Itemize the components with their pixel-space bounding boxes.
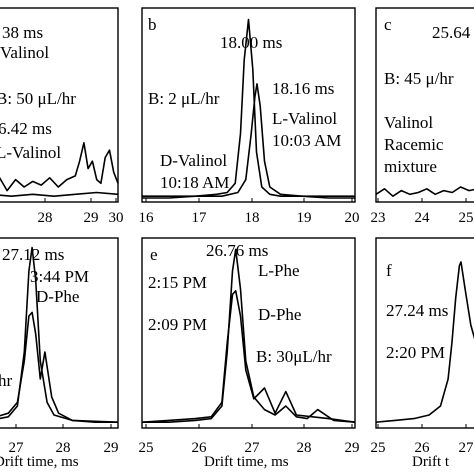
panel-f-plot <box>375 261 474 423</box>
panel-d-annotation-time: 3:44 PM <box>30 267 89 286</box>
panel-b-label: b <box>148 15 157 34</box>
panel-b-series-2-line <box>142 83 355 199</box>
panel-c-plot <box>375 186 474 197</box>
panel-e-tick-label: 26 <box>192 440 208 456</box>
panel-b-annotation-dtime: 10:18 AM <box>160 173 229 192</box>
panel-b-plot <box>142 18 355 199</box>
panel-d-tick-label: 28 <box>56 440 71 456</box>
panel-f-annotation-peak: 27.24 ms <box>386 301 448 320</box>
panel-a-frame <box>0 7 119 203</box>
panel-c-series-1-line <box>375 186 474 197</box>
panel-e-annotation-time-d: 2:09 PM <box>148 315 207 334</box>
panel-b-annotation-flow: B: 2 μL/hr <box>148 89 220 108</box>
panel-d-frame <box>0 237 119 429</box>
panel-f-tick-label: 26 <box>415 440 431 456</box>
panel-e-annotation-lphe: L-Phe <box>258 261 300 280</box>
panel-c-tick-label: 24 <box>415 210 431 226</box>
panel-c: 23 24 25 c 25.64 B: 45 μ/hr Valinol Racemi… <box>371 7 474 226</box>
panel-a: 28 29 30 38 ms Valinol B: 50 μL/hr 6.42 ms… <box>0 7 124 226</box>
panel-d-xlabel: Drift time, ms <box>0 454 79 470</box>
panel-f-tick-label: 27 <box>459 440 474 456</box>
panel-a-tick-label: 29 <box>84 210 99 226</box>
panel-d-annotation-hr: hr <box>0 371 13 390</box>
panel-a-plot <box>0 142 119 197</box>
panel-c-annotation-flow: B: 45 μ/hr <box>384 69 454 88</box>
panel-b-frame <box>141 7 356 203</box>
panel-b-tick-label: 20 <box>345 210 360 226</box>
panel-e-tick-label: 25 <box>139 440 154 456</box>
panel-a-annotation-flow: B: 50 μL/hr <box>0 89 76 108</box>
panel-f-frame <box>375 237 474 429</box>
panel-b-annotation-peak-l: 18.16 ms <box>272 79 334 98</box>
panel-f: 25 26 27 f 27.24 ms 2:20 PM Drift t <box>371 237 474 470</box>
panel-b-ticks: 16 17 18 19 20 <box>139 198 360 226</box>
panel-e-xlabel: Drift time, ms <box>204 454 289 470</box>
panel-e-frame <box>141 237 356 429</box>
panel-e-series-1-line <box>142 248 356 423</box>
panel-b-annotation-ltime: 10:03 AM <box>272 131 341 150</box>
panel-c-frame <box>375 7 474 203</box>
panel-a-tick-label: 28 <box>38 210 53 226</box>
panel-a-annotation-lvalinol: L-Valinol <box>0 143 61 162</box>
panel-e: 25 26 27 28 29 e 26.76 ms 2:15 PM L-Phe 2:09… <box>139 237 360 470</box>
panel-b-tick-label: 18 <box>245 210 260 226</box>
panel-e-annotation-flow: B: 30μL/hr <box>256 347 332 366</box>
panel-e-tick-label: 27 <box>245 440 261 456</box>
panel-d-tick-label: 27 <box>9 440 25 456</box>
panel-a-ticks: 28 29 30 <box>38 198 124 226</box>
panel-b-tick-label: 19 <box>297 210 312 226</box>
panel-b-tick-label: 17 <box>192 210 208 226</box>
panel-b: 16 17 18 19 20 b 18.00 ms B: 2 μL/hr 18.16 m… <box>139 7 360 226</box>
panel-c-tick-label: 25 <box>459 210 474 226</box>
panel-e-tick-label: 28 <box>297 440 312 456</box>
panel-d: 27 28 29 27.12 ms 3:44 PM D-Phe hr Drift t… <box>0 237 119 470</box>
panel-c-tick-label: 23 <box>371 210 386 226</box>
panel-d-plot <box>0 246 119 423</box>
panel-a-annotation-compound: Valinol <box>0 43 49 62</box>
panel-f-ticks: 25 26 27 <box>371 424 474 456</box>
panel-d-annotation-peak: 27.12 ms <box>2 245 64 264</box>
panel-e-annotation-time-l: 2:15 PM <box>148 273 207 292</box>
panel-d-series-2-line <box>0 311 119 423</box>
panel-b-annotation-peak-d: 18.00 ms <box>220 33 282 52</box>
panel-e-tick-label: 29 <box>345 440 360 456</box>
panel-b-annotation-dvalinol: D-Valinol <box>160 151 227 170</box>
panel-d-tick-label: 29 <box>104 440 119 456</box>
panel-e-series-2-line <box>141 290 356 423</box>
panel-d-annotation-dphe: D-Phe <box>36 287 79 306</box>
panel-f-tick-label: 25 <box>371 440 386 456</box>
panel-d-ticks: 27 28 29 <box>9 424 119 456</box>
panel-f-series-1-line <box>375 261 474 423</box>
panel-f-label: f <box>386 261 392 280</box>
panel-c-annotation-peak: 25.64 <box>432 23 471 42</box>
panel-e-annotation-dphe: D-Phe <box>258 305 301 324</box>
panel-c-label: c <box>384 15 392 34</box>
panel-a-series-2-line <box>0 191 119 197</box>
panel-b-series-1-line <box>142 18 355 197</box>
panel-c-ticks: 23 24 25 <box>371 198 474 226</box>
panel-c-annotation-mixture: mixture <box>384 157 437 176</box>
panel-a-annotation-peak: 6.42 ms <box>0 119 52 138</box>
panel-b-tick-label: 16 <box>139 210 155 226</box>
panel-a-tick-label: 30 <box>109 210 124 226</box>
panel-e-ticks: 25 26 27 28 29 <box>139 424 360 456</box>
panel-e-annotation-peak: 26.76 ms <box>206 241 268 260</box>
panel-e-plot <box>141 248 356 423</box>
panel-c-annotation-valinol: Valinol <box>384 113 433 132</box>
panel-f-annotation-time: 2:20 PM <box>386 343 445 362</box>
panel-c-annotation-racemic: Racemic <box>384 135 444 154</box>
panel-f-xlabel: Drift t <box>412 454 450 470</box>
panel-a-series-1-line <box>0 142 119 192</box>
panel-a-annotation-time: 38 ms <box>2 23 43 42</box>
panel-b-annotation-lvalinol: L-Valinol <box>272 109 337 128</box>
panel-e-label: e <box>150 245 158 264</box>
